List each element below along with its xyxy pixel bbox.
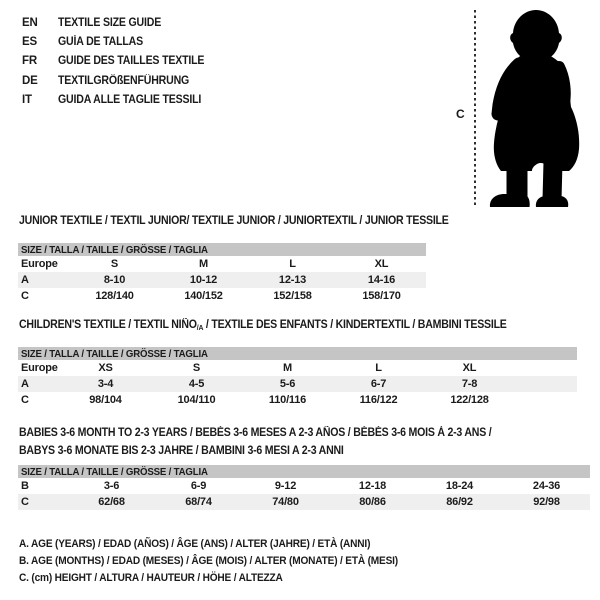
- table-cell: 122/128: [450, 394, 489, 406]
- table-cell: 4-5: [188, 378, 205, 390]
- table-cell: 92/98: [533, 496, 560, 508]
- row-label: Europe: [21, 362, 58, 374]
- language-title: TEXTILGRÖßENFÜHRUNG: [58, 74, 190, 87]
- table-cell: 68/74: [185, 496, 212, 508]
- language-code: DE: [22, 74, 38, 87]
- table-row: C 98/104 104/110 110/116 116/122 122/128: [18, 392, 577, 408]
- table-cell: S: [192, 362, 201, 374]
- language-title: TEXTILE SIZE GUIDE: [58, 16, 162, 29]
- footnote-text: C. (cm) HEIGHT / ALTURA / HAUTEUR / HÖHE…: [19, 571, 283, 584]
- children-title-prefix: CHILDREN'S TEXTILE / TEXTIL NIÑO: [19, 319, 197, 331]
- size-header-bar: SIZE / TALLA / TAILLE / GRÖSSE / TAGLIA: [18, 243, 426, 256]
- table-cell: 14-16: [367, 274, 396, 286]
- size-header-bar: SIZE / TALLA / TAILLE / GRÖSSE / TAGLIA: [18, 347, 577, 360]
- table-cell: L: [375, 362, 382, 374]
- language-row-es: ES GUÍA DE TALLAS: [22, 32, 217, 51]
- table-cell: 3-6: [103, 480, 120, 492]
- footnote-text: B. AGE (MONTHS) / EDAD (MESES) / ÂGE (MO…: [19, 554, 398, 567]
- table-cell: L: [289, 258, 296, 270]
- language-code: EN: [22, 16, 38, 29]
- row-label: Europe: [21, 258, 58, 270]
- footnote-legend: A. AGE (YEARS) / EDAD (AÑOS) / ÂGE (ANS)…: [19, 535, 431, 587]
- table-cell: 12-18: [358, 480, 387, 492]
- footnote-c: C. (cm) HEIGHT / ALTURA / HAUTEUR / HÖHE…: [19, 569, 431, 586]
- language-title: GUIDE DES TAILLES TEXTILE: [58, 55, 205, 68]
- size-header-label: SIZE / TALLA / TAILLE / GRÖSSE / TAGLIA: [21, 465, 208, 478]
- table-cell: 3-4: [97, 378, 114, 390]
- table-cell: XL: [374, 258, 389, 270]
- table-cell: 24-36: [532, 480, 561, 492]
- table-cell: 74/80: [272, 496, 299, 508]
- table-row: C 62/68 68/74 74/80 80/86 86/92 92/98: [18, 494, 590, 510]
- table-cell: 8-10: [103, 274, 126, 286]
- table-cell: 7-8: [461, 378, 478, 390]
- table-cell: 140/152: [184, 290, 223, 302]
- table-cell: 116/122: [359, 394, 398, 406]
- children-title-suffix: / TEXTILE DES ENFANTS / KINDERTEXTIL / B…: [203, 319, 507, 331]
- row-label: A: [21, 378, 29, 390]
- language-row-fr: FR GUIDE DES TAILLES TEXTILE: [22, 52, 217, 71]
- language-row-en: EN TEXTILE SIZE GUIDE: [22, 13, 217, 32]
- junior-table-title: JUNIOR TEXTILE / TEXTIL JUNIOR/ TEXTILE …: [19, 215, 449, 227]
- table-cell: S: [110, 258, 119, 270]
- table-row: Europe XS S M L XL: [18, 360, 577, 376]
- size-header-label: SIZE / TALLA / TAILLE / GRÖSSE / TAGLIA: [21, 347, 208, 360]
- footnote-a: A. AGE (YEARS) / EDAD (AÑOS) / ÂGE (ANS)…: [19, 535, 431, 552]
- table-row: B 3-6 6-9 9-12 12-18 18-24 24-36: [18, 478, 590, 494]
- footnote-text: A. AGE (YEARS) / EDAD (AÑOS) / ÂGE (ANS)…: [19, 537, 371, 550]
- height-measure-dashed-line: [474, 10, 476, 207]
- table-cell: M: [199, 258, 208, 270]
- language-code: ES: [22, 36, 37, 49]
- table-cell: 62/68: [98, 496, 125, 508]
- table-cell: 86/92: [446, 496, 473, 508]
- table-cell: 110/116: [268, 394, 307, 406]
- children-table-title: CHILDREN'S TEXTILE / TEXTIL NIÑO/A / TEX…: [19, 319, 507, 334]
- footnote-b: B. AGE (MONTHS) / EDAD (MESES) / ÂGE (MO…: [19, 552, 431, 569]
- babies-table-title: BABIES 3-6 MONTH TO 2-3 YEARS / BEBÉS 3-…: [19, 425, 492, 460]
- babies-size-table: SIZE / TALLA / TAILLE / GRÖSSE / TAGLIA …: [18, 465, 590, 510]
- table-cell: 152/158: [273, 290, 312, 302]
- table-cell: 98/104: [89, 394, 122, 406]
- table-row: A 3-4 4-5 5-6 6-7 7-8: [18, 376, 577, 392]
- language-row-it: IT GUIDA ALLE TAGLIE TESSILI: [22, 91, 217, 110]
- row-label: C: [21, 394, 29, 406]
- table-cell: 18-24: [445, 480, 474, 492]
- table-row: C 128/140 140/152 152/158 158/170: [18, 288, 426, 304]
- table-cell: 12-13: [278, 274, 307, 286]
- table-cell: XL: [462, 362, 477, 374]
- table-cell: 80/86: [359, 496, 386, 508]
- children-title-subscript: /A: [196, 323, 204, 332]
- size-header-label: SIZE / TALLA / TAILLE / GRÖSSE / TAGLIA: [21, 243, 208, 256]
- language-code: FR: [22, 55, 37, 68]
- size-header-bar: SIZE / TALLA / TAILLE / GRÖSSE / TAGLIA: [18, 465, 590, 478]
- babies-title-line2: BABYS 3-6 MONATE BIS 2-3 JAHRE / BAMBINI…: [19, 444, 344, 457]
- table-cell: 10-12: [189, 274, 218, 286]
- table-cell: 158/170: [362, 290, 401, 302]
- row-label: C: [21, 496, 29, 508]
- table-cell: XS: [98, 362, 113, 374]
- table-cell: 9-12: [274, 480, 297, 492]
- table-cell: 5-6: [279, 378, 296, 390]
- table-cell: M: [283, 362, 292, 374]
- language-title-list: EN TEXTILE SIZE GUIDE ES GUÍA DE TALLAS …: [22, 13, 217, 110]
- junior-size-table: SIZE / TALLA / TAILLE / GRÖSSE / TAGLIA …: [18, 243, 426, 304]
- language-code: IT: [22, 94, 32, 107]
- language-row-de: DE TEXTILGRÖßENFÜHRUNG: [22, 71, 217, 90]
- height-measure-label: C: [456, 107, 465, 121]
- language-title: GUÍA DE TALLAS: [58, 36, 143, 49]
- baby-silhouette-icon: [489, 10, 580, 207]
- table-cell: 104/110: [177, 394, 216, 406]
- row-label: B: [21, 480, 29, 492]
- table-row: Europe S M L XL: [18, 256, 426, 272]
- table-cell: 6-9: [190, 480, 207, 492]
- row-label: A: [21, 274, 29, 286]
- table-cell: 128/140: [95, 290, 134, 302]
- language-title: GUIDA ALLE TAGLIE TESSILI: [58, 94, 202, 107]
- babies-title-line1: BABIES 3-6 MONTH TO 2-3 YEARS / BEBÉS 3-…: [19, 427, 492, 439]
- table-row: A 8-10 10-12 12-13 14-16: [18, 272, 426, 288]
- row-label: C: [21, 290, 29, 302]
- children-size-table: SIZE / TALLA / TAILLE / GRÖSSE / TAGLIA …: [18, 347, 577, 408]
- table-cell: 6-7: [370, 378, 387, 390]
